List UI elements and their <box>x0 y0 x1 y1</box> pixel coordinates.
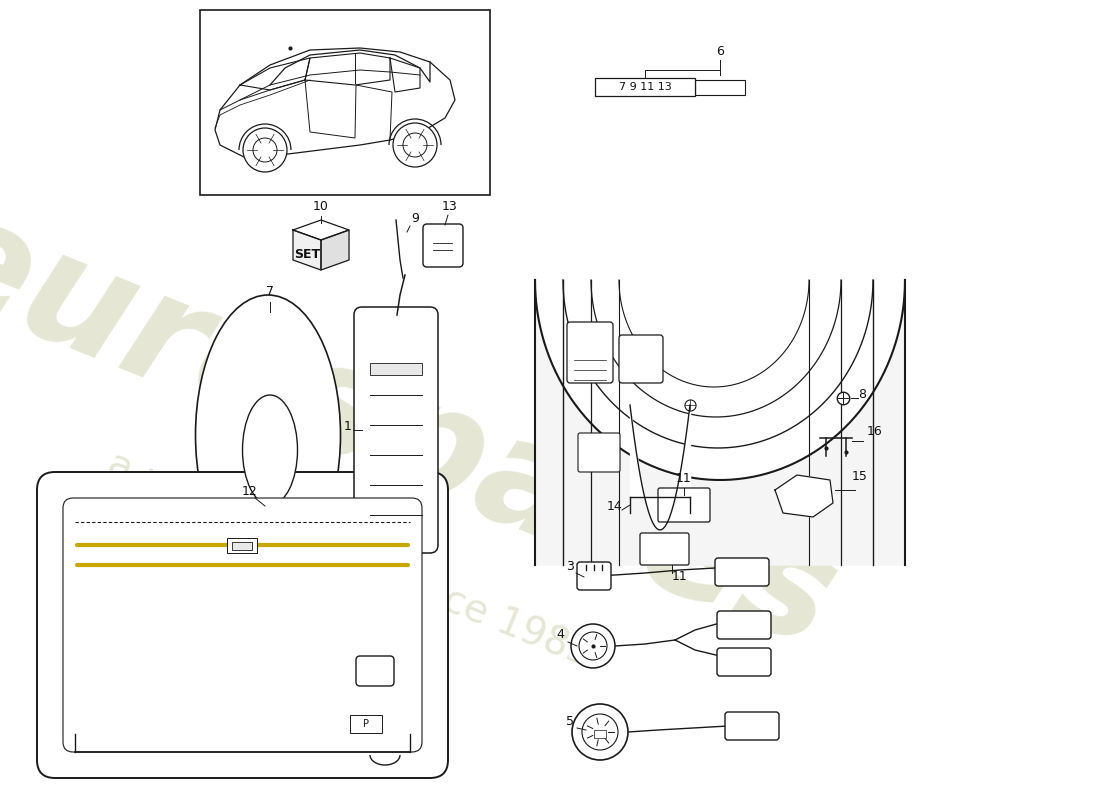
FancyBboxPatch shape <box>37 472 448 778</box>
Bar <box>370 363 422 375</box>
Circle shape <box>253 138 277 162</box>
Circle shape <box>571 624 615 668</box>
Polygon shape <box>321 230 349 270</box>
Polygon shape <box>535 280 905 565</box>
Text: SET: SET <box>294 249 320 262</box>
Circle shape <box>243 128 287 172</box>
Text: 12: 12 <box>242 485 257 498</box>
Text: a part for parts since 1985: a part for parts since 1985 <box>102 446 597 674</box>
Text: 7: 7 <box>266 285 274 298</box>
Polygon shape <box>293 230 321 270</box>
Circle shape <box>582 714 618 750</box>
Text: P: P <box>363 719 368 729</box>
FancyBboxPatch shape <box>717 611 771 639</box>
Text: 8: 8 <box>858 388 866 401</box>
Text: 11: 11 <box>672 570 688 583</box>
FancyBboxPatch shape <box>715 558 769 586</box>
Circle shape <box>579 632 607 660</box>
Circle shape <box>393 123 437 167</box>
Text: 6: 6 <box>716 45 724 58</box>
Bar <box>350 715 382 733</box>
Circle shape <box>403 133 427 157</box>
Text: 7 9 11 13: 7 9 11 13 <box>618 82 671 92</box>
Text: 4: 4 <box>557 628 564 641</box>
Bar <box>594 730 606 738</box>
Bar <box>695 80 745 95</box>
FancyBboxPatch shape <box>725 712 779 740</box>
Text: eurospares: eurospares <box>0 180 856 680</box>
Polygon shape <box>293 220 349 240</box>
Text: 3: 3 <box>566 560 574 573</box>
Text: 5: 5 <box>566 715 574 728</box>
FancyBboxPatch shape <box>619 335 663 383</box>
Polygon shape <box>776 475 833 517</box>
FancyBboxPatch shape <box>356 656 394 686</box>
Text: 1: 1 <box>344 420 352 433</box>
Text: 14: 14 <box>607 500 623 513</box>
Text: 10: 10 <box>314 200 329 213</box>
Ellipse shape <box>196 295 341 575</box>
Bar <box>595 78 695 96</box>
Bar <box>227 538 257 553</box>
Text: 9: 9 <box>411 212 419 225</box>
Text: 15: 15 <box>852 470 868 483</box>
Text: 16: 16 <box>867 425 883 438</box>
Bar <box>232 542 252 550</box>
FancyBboxPatch shape <box>658 488 710 522</box>
Text: 13: 13 <box>442 200 458 213</box>
FancyBboxPatch shape <box>717 648 771 676</box>
Circle shape <box>572 704 628 760</box>
FancyBboxPatch shape <box>354 307 438 553</box>
FancyBboxPatch shape <box>63 498 422 752</box>
Ellipse shape <box>242 395 297 505</box>
Text: 11: 11 <box>676 472 692 485</box>
FancyBboxPatch shape <box>578 562 610 590</box>
FancyBboxPatch shape <box>640 533 689 565</box>
FancyBboxPatch shape <box>578 433 620 472</box>
FancyBboxPatch shape <box>424 224 463 267</box>
Bar <box>200 10 490 195</box>
FancyBboxPatch shape <box>566 322 613 383</box>
